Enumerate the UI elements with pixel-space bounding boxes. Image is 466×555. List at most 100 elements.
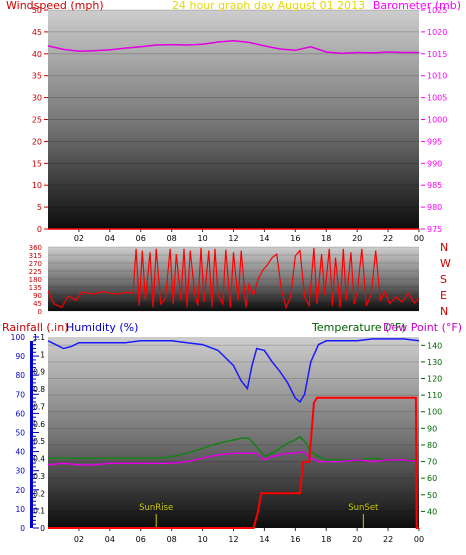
- windspeed-tick-label: 25: [32, 116, 42, 125]
- temperature-tick-label: 110: [427, 391, 442, 400]
- barometer-axis-title: Barometer (mb): [373, 0, 461, 12]
- direction-tick-label: 90: [33, 292, 42, 300]
- windspeed-tick-label: 0: [37, 225, 42, 234]
- direction-tick-label: 180: [29, 276, 42, 284]
- time-tick-label: 08: [167, 234, 177, 243]
- time-tick-label: 04: [105, 535, 115, 544]
- temperature-tick-label: 100: [427, 408, 442, 417]
- rainfall-tick-label: 1: [40, 350, 45, 359]
- dewpoint-axis-title: Dew Point (°F): [383, 321, 462, 334]
- humidity-tick-label: 0: [20, 524, 25, 533]
- rainfall-line: [48, 396, 419, 529]
- rainfall-tick-label: 0.9: [33, 368, 45, 377]
- humidity-tick-label: 60: [15, 409, 25, 418]
- compass-label: S: [440, 273, 447, 286]
- barometer-line: [47, 39, 419, 55]
- humidity-tick-label: 90: [15, 352, 25, 361]
- time-tick-label: 14: [259, 535, 269, 544]
- rainfall-tick-label: 1.1: [33, 333, 45, 342]
- temperature-tick-label: 90: [427, 424, 437, 433]
- rainfall-tick-label: 0.4: [33, 455, 45, 464]
- barometer-tick-label: 1010: [427, 72, 447, 81]
- sun-annotation-label: SunSet: [348, 503, 379, 513]
- barometer-tick-label: 1005: [427, 94, 447, 103]
- temperature-axis-title: Temperature (°F): [311, 321, 406, 334]
- temperature-tick-label: 140: [427, 341, 442, 350]
- wind-baro-grid: [48, 9, 419, 230]
- temperature-line: [48, 435, 419, 461]
- sun-annotation-label: SunRise: [139, 503, 173, 513]
- windspeed-tick-label: 30: [32, 94, 42, 103]
- direction-tick-label: 45: [33, 300, 42, 308]
- humidity-line: [47, 338, 420, 404]
- windspeed-axis-title: Windspeed (mph): [6, 0, 104, 12]
- time-tick-label: 18: [321, 234, 331, 243]
- windspeed-tick-label: 35: [32, 72, 42, 81]
- temperature-tick-label: 130: [427, 358, 442, 367]
- time-tick-label: 00: [414, 535, 424, 544]
- windspeed-tick-label: 50: [32, 6, 42, 15]
- direction-tick-label: 360: [29, 244, 42, 252]
- time-tick-label: 12: [228, 234, 238, 243]
- windspeed-tick-label: 5: [37, 203, 42, 212]
- wind-baro-series: [47, 39, 419, 230]
- humidity-axis-title: Humidity (%): [66, 321, 138, 334]
- time-tick-label: 16: [290, 234, 300, 243]
- wind-baro-plot-area: [48, 10, 419, 229]
- barometer-tick-label: 985: [427, 181, 442, 190]
- time-tick-label: 00: [414, 234, 424, 243]
- direction-tick-label: 270: [29, 260, 42, 268]
- humidity-tick-label: 20: [15, 486, 25, 495]
- temp-hum-rain-grid: [48, 344, 419, 512]
- barometer-tick-label: 995: [427, 137, 442, 146]
- windspeed-tick-label: 45: [32, 28, 42, 37]
- windspeed-tick-label: 15: [32, 159, 42, 168]
- direction-tick-label: 135: [29, 284, 42, 292]
- temperature-axis-ticks: 40 50 60 70 80 90 100 110 120 130 140: [421, 341, 442, 516]
- barometer-tick-label: 1025: [427, 6, 447, 15]
- rainfall-tick-label: 0.6: [33, 420, 45, 429]
- time-tick-label: 22: [383, 234, 393, 243]
- time-tick-label: 14: [259, 234, 269, 243]
- compass-label: E: [440, 289, 447, 302]
- windspeed-tick-label: 10: [32, 181, 42, 190]
- time-tick-label: 22: [383, 535, 393, 544]
- windspeed-tick-label: 40: [32, 50, 42, 59]
- barometer-tick-label: 1000: [427, 116, 447, 125]
- humidity-tick-label: 80: [15, 371, 25, 380]
- time-tick-label: 02: [74, 535, 84, 544]
- humidity-tick-label: 70: [15, 390, 25, 399]
- windspeed-axis-ticks: 0 5 10 15 20 25 30 35 40 45 50: [32, 6, 48, 234]
- rainfall-tick-label: 0: [40, 524, 45, 533]
- wind-direction-line: [47, 247, 420, 310]
- humidity-axis-ticks: 0 10 20 30 40 50 60 70 80 90 100: [11, 333, 39, 533]
- time-tick-label: 10: [197, 234, 207, 243]
- barometer-tick-label: 990: [427, 159, 442, 168]
- temp-hum-rain-plot-area: [48, 337, 419, 528]
- direction-tick-label: 225: [29, 268, 42, 276]
- time-tick-label: 08: [167, 535, 177, 544]
- rainfall-axis-ticks: 0 0.1 0.2 0.3 0.4 0.5 0.6 0.7 0.8 0.9 1 1.1: [33, 333, 45, 533]
- time-tick-label: 20: [352, 234, 362, 243]
- time-tick-label: 20: [352, 535, 362, 544]
- humidity-axis-minor-ticks: [33, 340, 36, 525]
- barometer-axis-ticks: 975 980 985 990 995 1000 1005 1010 1015 1020 1025: [421, 6, 447, 234]
- time-tick-label: 02: [74, 234, 84, 243]
- humidity-tick-label: 50: [15, 429, 25, 438]
- time-tick-label: 18: [321, 535, 331, 544]
- compass-label: N: [440, 305, 448, 318]
- dewpoint-line: [47, 450, 420, 466]
- barometer-tick-label: 1015: [427, 50, 447, 59]
- graph-title: 24 hour graph day August 01 2013: [172, 0, 365, 12]
- barometer-tick-label: 980: [427, 203, 442, 212]
- temp-hum-rain-series: [47, 338, 420, 529]
- humidity-axis-bar: [30, 341, 33, 528]
- wind-direction-series: [47, 247, 420, 310]
- humidity-tick-label: 30: [15, 467, 25, 476]
- temp-hum-rain-time-axis-ticks: 02 04 06 08 10 12 14 16 18 20 22 00: [74, 528, 424, 544]
- rainfall-tick-label: 0.8: [33, 385, 45, 394]
